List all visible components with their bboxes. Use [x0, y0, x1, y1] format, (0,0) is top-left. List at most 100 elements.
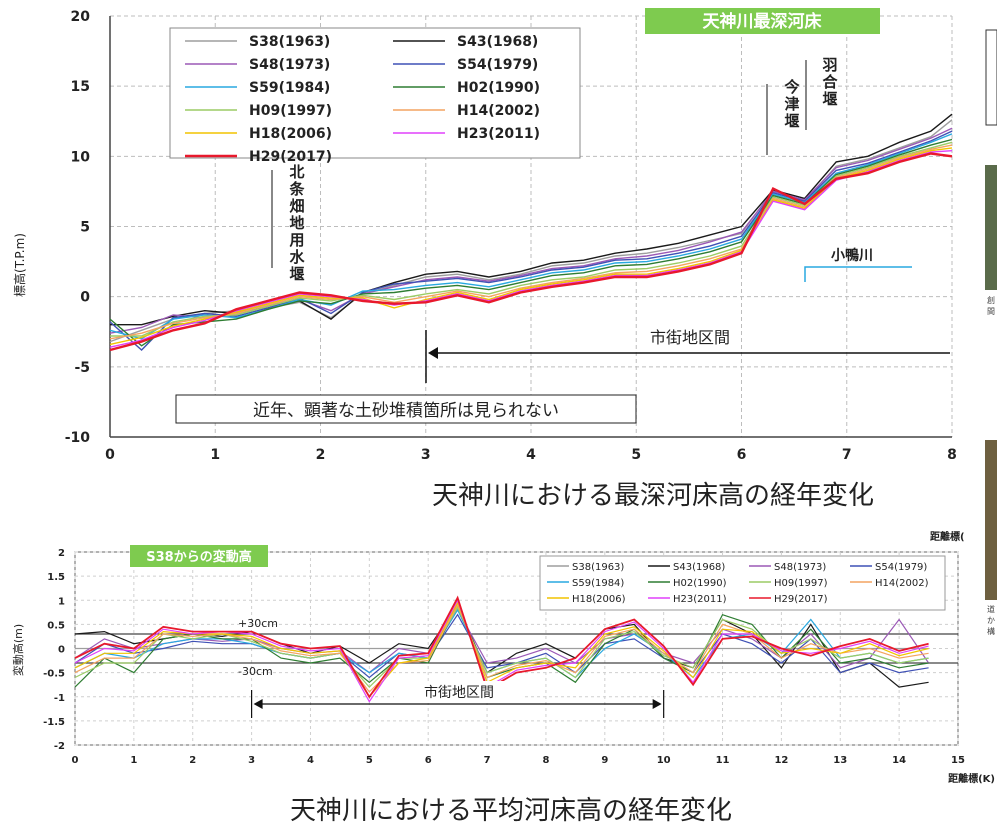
right-photo-frame-top	[985, 29, 997, 126]
y-tick-label: -1.5	[43, 717, 65, 728]
x-tick-label: 13	[833, 755, 847, 766]
x-tick-label: 10	[657, 755, 671, 766]
x-tick-label: 1	[210, 447, 220, 463]
y-tick-label: -2	[54, 741, 65, 752]
x-tick-label: 5	[631, 447, 641, 463]
note-box	[175, 394, 637, 424]
y-tick-label: 1	[58, 596, 65, 607]
series-line-h021990	[74, 603, 929, 688]
legend-label: S48(1973)	[249, 57, 330, 73]
tributary-label: 小鴨川	[831, 247, 873, 264]
y-tick-label: 10	[71, 149, 91, 165]
y-axis-title: 変動高(m)	[11, 624, 25, 676]
legend-label: S38(1963)	[249, 34, 330, 50]
chart1-series-lines	[109, 113, 953, 352]
legend-label: H29(2017)	[774, 594, 828, 605]
x-tick-label: 4	[307, 755, 314, 766]
side-photo-caption: 創	[987, 295, 995, 305]
x-tick-label: 7	[484, 755, 491, 766]
weir-label-imazu: 今	[783, 78, 799, 96]
tributary-marker	[804, 266, 912, 282]
legend-label: H23(2011)	[673, 594, 727, 605]
urban-section-label-bg	[394, 681, 524, 703]
side-distance-label: 距離標(	[930, 530, 965, 543]
legend-label: H14(2002)	[457, 103, 540, 119]
y-tick-label: 0	[80, 290, 90, 306]
x-tick-label: 1	[130, 755, 137, 766]
series-line-h292017	[109, 152, 953, 352]
chart1-title: 天神川最深河床	[703, 11, 823, 32]
chart1-legend-box	[169, 27, 581, 159]
y-axis-title: 標高(T.P.m)	[12, 233, 27, 297]
y-tick-label: -10	[65, 430, 91, 446]
x-tick-label: 5	[366, 755, 373, 766]
x-tick-label: 8	[947, 447, 957, 463]
weir-label-imazu: 堰	[784, 112, 799, 130]
chart1-legend: S38(1963) S43(1968) S48(1973) S54(1979) S59(…	[169, 27, 581, 165]
chart2-title: S38からの変動高	[146, 549, 251, 565]
x-tick-label: 0	[105, 447, 115, 463]
urban-section-label: 市街地区間	[650, 328, 730, 347]
legend-label: H02(1990)	[457, 80, 540, 96]
chart2-caption: 天神川における平均河床高の経年変化	[290, 796, 733, 826]
weir-label-imazu: 津	[784, 95, 799, 113]
chart2-legend-box	[539, 555, 946, 611]
weir-label-hojo: 水	[289, 248, 305, 266]
urban-section-label: 市街地区間	[424, 684, 494, 701]
weir-label-hojo: 北	[289, 163, 304, 181]
series-line-s541979	[74, 613, 929, 679]
weir-label-hojo: 条	[288, 180, 305, 198]
side-photo-caption: 間	[987, 307, 995, 316]
legend-label: S59(1984)	[572, 578, 624, 589]
legend-label: S38(1963)	[572, 562, 624, 573]
weir-label-hago: 堰	[822, 90, 837, 108]
x-tick-label: 2	[189, 755, 196, 766]
legend-label: S54(1979)	[875, 562, 927, 573]
chart1-caption: 天神川における最深河床高の経年変化	[432, 481, 875, 511]
weir-label-hojo: 用	[289, 231, 304, 249]
side-photo-caption: 構	[987, 626, 995, 636]
y-tick-label: 0.5	[47, 620, 65, 631]
x-tick-label: 2	[316, 447, 326, 463]
urban-section-arrowhead-right	[652, 699, 662, 709]
weir-label-hojo: 堰	[289, 265, 304, 283]
chart1-annotations: 天神川最深河床北条畑地用水堰今津堰羽合堰小鴨川市街地区間近年、顕著な土砂堆積箇所…	[175, 8, 950, 424]
x-tick-label: 11	[716, 755, 730, 766]
x-tick-label: 9	[601, 755, 608, 766]
right-photo-2	[985, 440, 997, 600]
x-tick-label: 0	[72, 755, 79, 766]
legend-label: H18(2006)	[249, 126, 332, 142]
weir-label-hojo: 地	[289, 214, 304, 232]
legend-label: H29(2017)	[249, 149, 332, 165]
chart2-legend: S38(1963) S43(1968) S48(1973) S54(1979) S59(…	[539, 555, 946, 611]
legend-label: S43(1968)	[673, 562, 725, 573]
chart2-series-lines	[74, 595, 930, 703]
y-tick-label: 2	[58, 548, 65, 559]
series-line-s541979	[109, 130, 953, 351]
y-tick-label: -0.5	[43, 669, 65, 680]
side-photo-caption: か	[987, 616, 995, 625]
x-tick-label: 3	[421, 447, 431, 463]
weir-label-hago: 羽	[822, 56, 837, 74]
chart2-title-box	[130, 545, 268, 567]
y-tick-label: 5	[80, 220, 90, 236]
x-tick-label: 8	[542, 755, 549, 766]
series-line-s431968	[74, 603, 929, 688]
series-line-h182006	[109, 147, 953, 346]
legend-label: H18(2006)	[572, 594, 626, 605]
legend-label: H23(2011)	[457, 126, 540, 142]
side-photo-caption: 道	[987, 604, 995, 614]
series-line-h232011	[109, 150, 953, 348]
weir-label-hojo: 畑	[288, 197, 304, 215]
y-tick-label: 20	[71, 9, 91, 25]
chart1-title-box	[645, 8, 880, 34]
x-tick-label: 14	[892, 755, 906, 766]
legend-label: H14(2002)	[875, 578, 929, 589]
x-tick-label: 6	[425, 755, 432, 766]
x-tick-label: 12	[774, 755, 788, 766]
y-tick-label: -1	[54, 693, 65, 704]
y-tick-label: -5	[74, 360, 90, 376]
urban-section-arrowhead	[428, 347, 438, 359]
urban-section-arrowhead-left	[253, 699, 263, 709]
